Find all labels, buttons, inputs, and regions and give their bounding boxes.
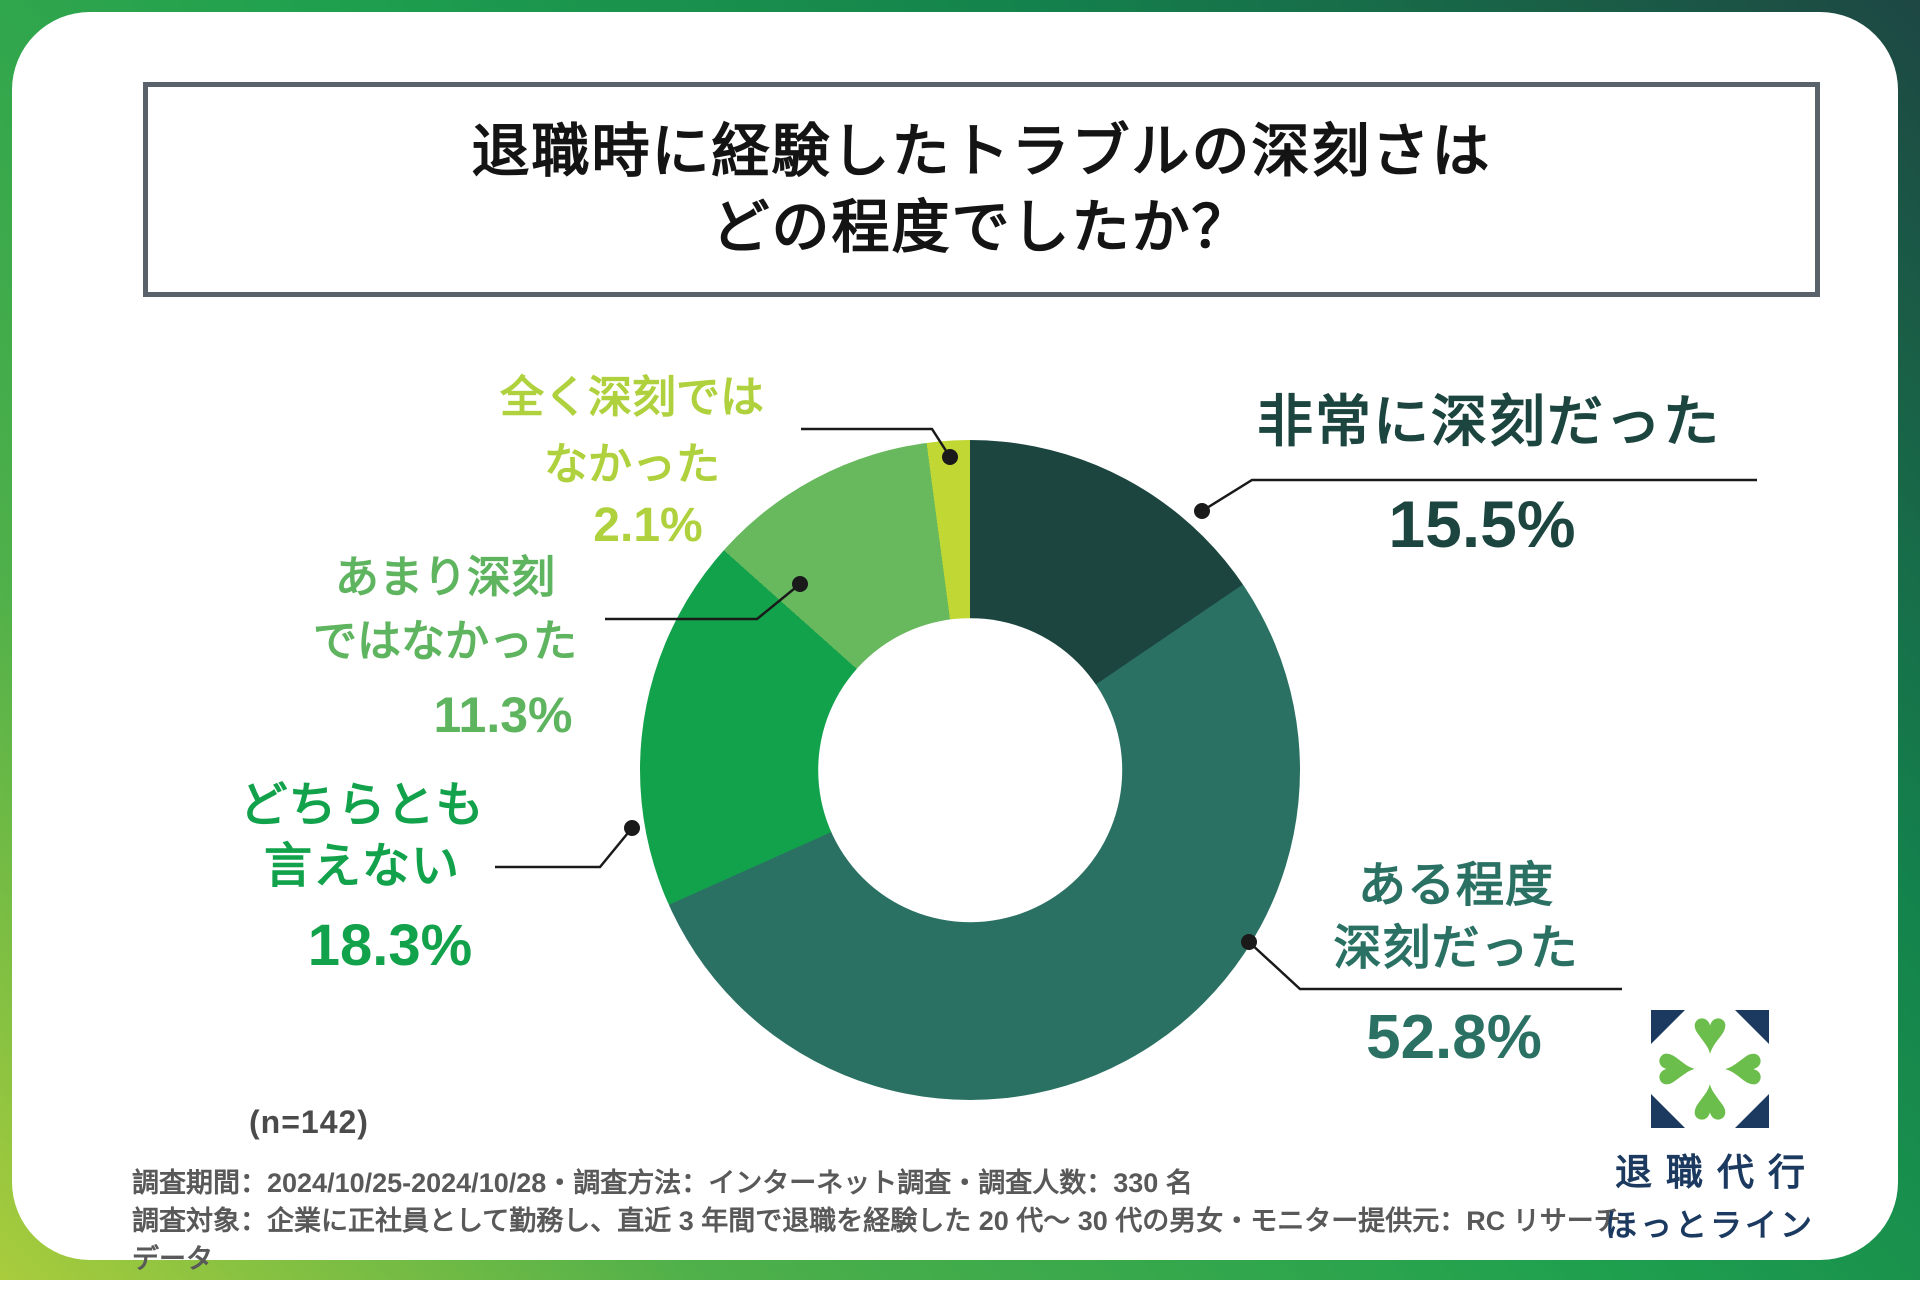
logo-name-line-1: 退職代行 bbox=[1615, 1153, 1819, 1194]
segment-label-text: 非常に深刻だった bbox=[1257, 390, 1721, 453]
clover-leaf-icon: ♥ bbox=[1691, 998, 1729, 1067]
leader-dot-neutral bbox=[624, 820, 640, 836]
clover-corner-shape bbox=[1651, 1010, 1685, 1044]
survey-footnote: 調査期間：2024/10/25-2024/10/28・調査方法：インターネット調… bbox=[132, 1164, 1632, 1278]
survey-footnote-line-1: 調査期間：2024/10/25-2024/10/28・調査方法：インターネット調… bbox=[132, 1168, 1193, 1198]
content-sheet: 退職時に経験したトラブルの深刻さは どの程度でしたか？ 非常に深刻だった 15.… bbox=[12, 12, 1898, 1274]
segment-label-text: ある程度 bbox=[1357, 859, 1554, 912]
clover-corner-shape bbox=[1651, 1094, 1685, 1128]
chart-title-box: 退職時に経験したトラブルの深刻さは どの程度でしたか？ bbox=[143, 82, 1820, 297]
logo-name-line-2: ほっとライン bbox=[1604, 1207, 1815, 1243]
segment-value-not-serious-at-all: 2.1% bbox=[593, 499, 703, 552]
clover-corner-shape bbox=[1735, 1094, 1769, 1128]
clover-center-dot bbox=[1699, 1058, 1721, 1080]
segment-value-not-very-serious: 11.3% bbox=[433, 687, 573, 743]
segment-value-neutral: 18.3% bbox=[307, 913, 473, 978]
sample-size-note: (n=142) bbox=[249, 1104, 369, 1140]
segment-label-text: あまり深刻 bbox=[335, 553, 555, 602]
segment-label-text: 全く深刻では bbox=[500, 373, 764, 422]
clover-corner-shape bbox=[1735, 1010, 1769, 1044]
segment-label-text: どちらとも bbox=[239, 779, 485, 832]
segment-label-text: なかった bbox=[544, 440, 720, 489]
segment-label-not-serious-at-all: 全く深刻では なかった bbox=[482, 364, 782, 498]
company-logo: ♥ ♥ ♥ ♥ 退職代行 ほっとライン bbox=[1594, 1002, 1826, 1246]
leader-dot-very-serious bbox=[1194, 503, 1210, 519]
survey-footnote-line-2: 調査対象：企業に正社員として勤務し、直近 3 年間で退職を経験した 20 代〜 … bbox=[132, 1206, 1621, 1274]
segment-label-neutral: どちらとも 言えない bbox=[187, 775, 537, 897]
chart-title-line-1: 退職時に経験したトラブルの深刻さは bbox=[471, 118, 1492, 184]
segment-label-very-serious: 非常に深刻だった bbox=[1257, 390, 1777, 454]
chart-title-line-2: どの程度でしたか？ bbox=[711, 194, 1252, 260]
segment-label-text: 言えない bbox=[263, 840, 460, 893]
segment-value-somewhat-serious: 52.8% bbox=[1366, 1003, 1542, 1072]
segment-label-somewhat-serious: ある程度 深刻だった bbox=[1306, 854, 1606, 980]
segment-value-very-serious: 15.5% bbox=[1388, 487, 1576, 561]
segment-label-text: 深刻だった bbox=[1333, 922, 1579, 975]
clover-logo-icon: ♥ ♥ ♥ ♥ bbox=[1639, 1002, 1781, 1141]
segment-label-text: ではなかった bbox=[313, 617, 577, 666]
clover-leaf-icon: ♥ bbox=[1639, 1050, 1708, 1088]
segment-label-not-very-serious: あまり深刻 ではなかった bbox=[295, 546, 595, 674]
donut-chart bbox=[640, 440, 1300, 1100]
